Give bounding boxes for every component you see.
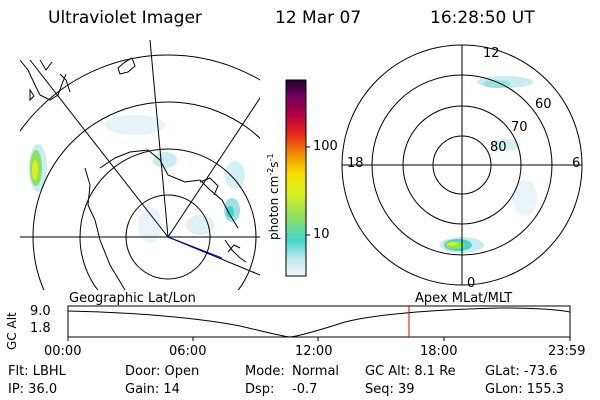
- glat-info: GLat: -73.6: [485, 364, 558, 379]
- altitude-ymin: 1.8: [30, 321, 51, 336]
- colorbar-tick-100: 100: [313, 139, 338, 154]
- mlt-6-label: 6: [572, 156, 581, 171]
- door-info: Door: Open: [125, 364, 200, 379]
- ip-info: IP: 36.0: [8, 382, 58, 397]
- altitude-ymax: 9.0: [30, 304, 51, 319]
- mlt-12-label: 12: [483, 46, 500, 61]
- mode-value: Normal: [292, 364, 340, 379]
- altitude-ylabel: GC Alt: [5, 312, 19, 350]
- colorbar-unit-s: s: [267, 161, 281, 168]
- altitude-xtick-4: 23:59: [548, 344, 586, 359]
- colorbar-unit-label: photon cm-2s-1: [266, 153, 281, 240]
- terminator-line: [167, 236, 223, 259]
- altitude-plot: [67, 305, 571, 341]
- colorbar-unit-exp1: -2: [266, 167, 275, 176]
- mlat-80-label: 80: [490, 140, 507, 155]
- altitude-trace: [67, 307, 571, 338]
- mlat-70-label: 70: [511, 120, 528, 135]
- altitude-xtick-0: 00:00: [44, 344, 82, 359]
- altitude-xtick-2: 12:00: [295, 344, 333, 359]
- colorbar: [285, 79, 310, 277]
- colorbar-unit-exp2: -1: [266, 153, 275, 162]
- mode-label: Mode:: [245, 364, 285, 379]
- colorbar-unit-text: photon cm: [267, 175, 281, 240]
- apex-aurora: [440, 76, 537, 253]
- dsp-label: Dsp:: [245, 382, 275, 397]
- time-label: 16:28:50 UT: [430, 8, 535, 28]
- geo-panel-label: Geographic Lat/Lon: [69, 291, 196, 306]
- geo-aurora: [29, 115, 245, 243]
- colorbar-tick-10: 10: [313, 227, 330, 242]
- sequence-info: Seq: 39: [365, 382, 415, 397]
- geographic-map: [20, 40, 260, 290]
- mlat-60-label: 60: [535, 97, 552, 112]
- geo-lon-lines: [20, 40, 260, 276]
- altitude-xtick-3: 18:00: [420, 344, 458, 359]
- altitude-x-ticks: [67, 337, 571, 341]
- mlt-18-label: 18: [347, 156, 364, 171]
- apex-polar-map: [341, 44, 583, 286]
- instrument-title: Ultraviolet Imager: [48, 8, 202, 28]
- apex-panel-label: Apex MLat/MLT: [415, 291, 513, 306]
- glon-info: GLon: 155.3: [485, 382, 565, 397]
- date-label: 12 Mar 07: [275, 8, 362, 28]
- filter-info: Flt: LBHL: [8, 364, 66, 379]
- altitude-info: GC Alt: 8.1 Re: [365, 364, 456, 379]
- mlt-0-label: 0: [467, 276, 476, 291]
- dsp-value: -0.7: [292, 382, 318, 397]
- altitude-xtick-1: 06:00: [169, 344, 207, 359]
- geo-coastlines: [20, 57, 247, 290]
- gain-info: Gain: 14: [125, 382, 180, 397]
